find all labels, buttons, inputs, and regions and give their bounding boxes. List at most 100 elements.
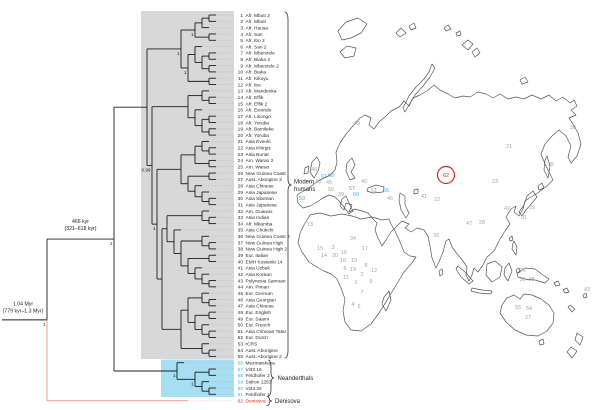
tree-tip-label: 37 New Guinea High [238,240,284,246]
tree-tip-label: 57 Vi33.16 [238,367,262,373]
tree-tip-label: 23 Asia Buriat [238,152,270,158]
map-svalbard [395,22,417,38]
map-new-zealand [566,332,584,359]
tree-tip-label: 32 Am. Guarani [238,209,273,215]
map-marker: 26 [520,268,526,274]
tree-tip-label: 61 Feldhofer 1 [238,392,270,398]
tree-tip-label: 48 Eur. English [238,310,272,316]
tree-tip-label: 22 Asia Khirgiz [238,146,272,152]
tree-tip-label: 38 New Guinea High 2 [238,247,288,253]
group-braces [266,11,292,406]
tree-tip-label: 6 Afr. San 2 [240,44,267,50]
tree-tip-label: 53 rCRS [238,342,258,348]
modern-humans-label-line2: humans [294,187,315,193]
posterior-probability: 1 [177,51,180,56]
map-caspian-sea [398,192,410,219]
map-marker: 22 [434,197,440,203]
map-marker: 19 [350,267,356,273]
map-marker: 8 [365,263,368,269]
tree-tip-label: 15 Afr. Effik 2 [238,101,268,107]
tree-tip-label: 40 EMH Kostenki 14 [238,259,283,265]
tree-tip-label: 10 Afr. Biaka [238,70,267,76]
map-marker: 1 [355,280,358,286]
map-marker: 30 [570,125,576,131]
tree-tip-label: 39 Eur. Italian [238,253,269,259]
map-marker: 57 [349,186,355,192]
map-marker: 9 [370,279,373,285]
tree-tip-label: 49 Eur. Saami [238,316,269,322]
map-marker: 27 [525,315,531,321]
map-marker: 34 [350,236,356,242]
map-sri-lanka [438,268,444,277]
map-marker: 33 [433,233,439,239]
map-new-guinea [516,267,550,284]
map-australia [499,293,555,337]
tree-tip-label: 30 Asia Siberian [238,196,274,202]
map-marker: 4 [352,302,355,308]
tree-tip-label: 56 Mezmaiskaya [238,361,275,367]
map-marker: 61 [321,174,327,180]
map-tasmania [538,338,545,346]
map-marker: 52 [316,179,322,185]
tree-tip-label: 54 Aust. Aborigine [238,348,278,354]
tree-tip-label: 51 Asia Crimean Tatar [238,329,287,335]
tree-tip-label: 28 Asia Chinese [238,183,274,189]
map-sakhalin [543,155,551,179]
map-marker: 28 [479,220,485,226]
map-sumatra [455,265,474,285]
posterior-probability: 1 [153,226,156,231]
map-greenland [337,17,368,41]
map-eurasia [296,84,582,282]
map-marker: 50 [328,187,334,193]
map-marker: 5 [358,304,361,310]
map-marker: 15 [317,246,323,252]
tree-tip-label: 11 Afr. Kikuyu [238,76,269,82]
tree-tip-label: 43 Polynesia Samoan [238,278,286,284]
tree-tip-label: 50 Eur. French [238,323,271,329]
tree-tip-label: 59 Sidron 1253 [238,379,272,385]
tree-tip-label: 52 Eur. Dutch [238,335,269,341]
map-marker: 43 [584,287,590,293]
split-age-label-line2: (321–618 kyr) [64,226,96,232]
map-novaya-zemlya [402,63,436,113]
map-marker: 58 [328,173,334,179]
map-taiwan [508,235,514,242]
tree-tip-label: 46 Asia Georgian [238,297,277,303]
map-marker: 41 [421,194,427,200]
tree-tip-label: 16 Afr. Ewondo [238,108,272,114]
neanderthals-brace [267,359,275,397]
tree-tip-label: 47 Asia Chinese [238,304,274,310]
map-marker: 10 [351,258,357,264]
map-marker: 49 [354,121,360,127]
tree-tip-label: 2 Afr. Mbuti [240,19,265,25]
modern-humans-highlight-box [141,11,234,359]
map-marker: 12 [371,268,377,274]
tree-tip-label: 9 Afr. Mbenzele 2 [240,63,279,69]
map-marker: 36–38 [520,277,535,283]
tree-tip-label: 24 Am. Warao 2 [238,158,274,164]
map-marker: 59 [299,196,305,202]
map-marker: 40 [361,179,367,185]
root-age-label-line1: 1.04 Myr [13,301,33,307]
tree-tip-label: 27 Aust. Aborigine 3 [238,177,282,183]
map-marker: 60 [353,192,359,198]
map-marker: 42 [504,206,510,212]
tree-tip-label: 35 Asia Chukchi [238,228,274,234]
map-marker: 6 [344,266,347,272]
tree-tip-label: 31 Asia Japanese [238,202,278,208]
tree-tip-label: 25 Am. Warao [238,165,270,171]
posterior-probability: 1 [43,322,46,327]
map-baltic-sea [345,157,356,181]
denisova-site-circle [436,165,456,185]
map-madagascar [381,290,392,312]
posterior-probability: 1 [191,381,194,386]
tree-tip-label: 55 Aust. Aborigine 2 [238,354,282,360]
map-ireland [303,165,310,175]
tree-tip-label: 60 Vi33.25 [238,386,262,392]
tree-tip-label: 14 Afr. Effik [238,95,264,101]
tree-tip-label: 45 Eur. German [238,291,273,297]
tree-tip-label: 13 Afr. Mandenka [238,89,277,95]
map-africa [297,212,417,332]
